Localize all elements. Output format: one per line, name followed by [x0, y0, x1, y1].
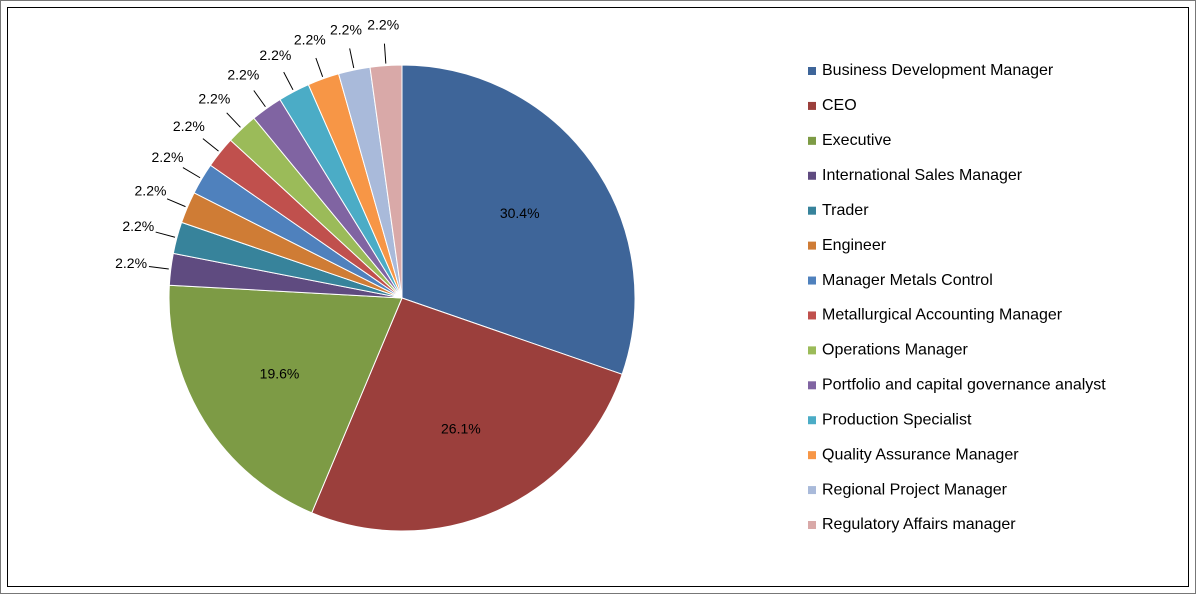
legend-swatch — [808, 101, 816, 110]
leader-line — [226, 112, 241, 128]
legend-swatch — [808, 381, 816, 390]
legend-swatch — [808, 521, 816, 529]
data-label: 2.2% — [367, 16, 399, 32]
legend-label: Manager Metals Control — [822, 272, 993, 289]
data-label: 2.2% — [198, 90, 230, 106]
data-label: 2.2% — [135, 183, 167, 199]
legend-swatch — [808, 276, 816, 285]
leader-line — [383, 43, 387, 64]
legend-label: Regulatory Affairs manager — [822, 516, 1016, 533]
legend-swatch — [808, 311, 816, 320]
data-label: 19.6% — [260, 365, 300, 381]
legend-label: Executive — [822, 132, 891, 149]
data-label: 2.2% — [122, 218, 154, 234]
legend-label: Business Development Manager — [822, 62, 1054, 79]
leader-line — [202, 138, 219, 152]
pie-slice — [311, 297, 623, 532]
leader-line — [283, 71, 294, 91]
legend-swatch — [808, 136, 816, 145]
data-label: 2.2% — [151, 149, 183, 165]
legend-label: Engineer — [822, 237, 887, 254]
data-label: 2.2% — [227, 67, 259, 83]
leader-line — [155, 231, 176, 238]
data-label: 2.2% — [115, 255, 147, 271]
data-label: 2.2% — [294, 32, 326, 48]
legend-label: International Sales Manager — [822, 167, 1023, 184]
legend-label: Regional Project Manager — [822, 481, 1008, 498]
pie-slice — [369, 64, 403, 299]
leader-line — [182, 167, 201, 179]
data-label: 30.4% — [500, 205, 540, 221]
legend-label: Operations Manager — [822, 342, 969, 359]
legend-swatch — [808, 486, 816, 495]
legend-label: Quality Assurance Manager — [822, 446, 1019, 463]
legend-swatch — [808, 67, 816, 75]
leader-line — [349, 48, 355, 69]
pie-slice — [401, 64, 636, 375]
legend-swatch — [808, 346, 816, 355]
leader-line — [253, 90, 266, 108]
legend-swatch — [808, 206, 816, 215]
pie-slice — [168, 284, 403, 514]
legend-swatch — [808, 416, 816, 425]
data-label: 2.2% — [259, 47, 291, 63]
legend-swatch — [808, 451, 816, 460]
data-label: 2.2% — [173, 118, 205, 134]
leader-line — [148, 266, 169, 270]
data-label: 26.1% — [441, 421, 481, 437]
legend-label: Metallurgical Accounting Manager — [822, 307, 1063, 324]
legend-label: Portfolio and capital governance analyst — [822, 377, 1106, 394]
legend-label: Trader — [822, 202, 869, 219]
legend-swatch — [808, 171, 816, 180]
leader-line — [315, 57, 324, 77]
data-label: 2.2% — [330, 22, 362, 38]
legend-swatch — [808, 241, 816, 250]
legend-label: CEO — [822, 97, 857, 114]
legend-label: Production Specialist — [822, 411, 972, 428]
leader-line — [166, 198, 186, 208]
